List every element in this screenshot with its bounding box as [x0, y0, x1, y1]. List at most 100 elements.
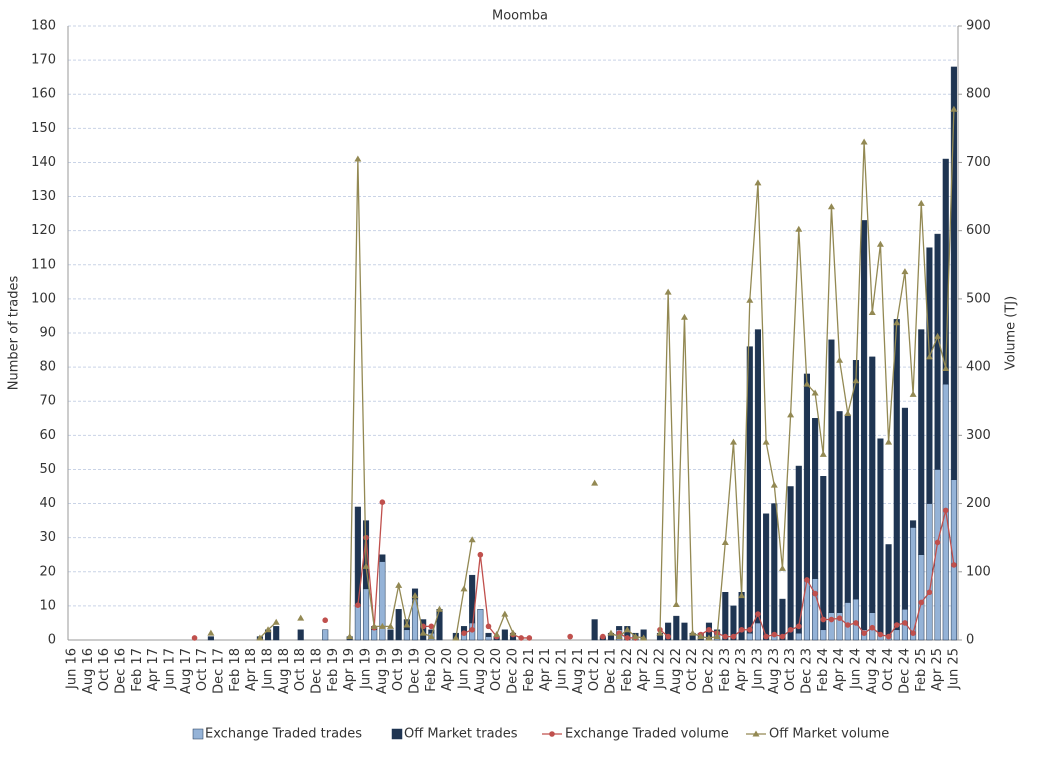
marker — [812, 590, 818, 597]
bar — [273, 626, 280, 641]
x-tick-label: Dec 21 — [603, 648, 618, 694]
legend-item: Exchange Traded trades — [192, 727, 362, 742]
bar — [918, 329, 925, 555]
marker — [893, 622, 900, 628]
x-tick-label: Apr 24 — [832, 648, 847, 691]
x-tick-label: Jun 16 — [65, 648, 80, 690]
marker — [207, 629, 215, 636]
x-tick-label: Apr 25 — [930, 648, 945, 691]
marker — [370, 622, 378, 629]
x-tick-label: Dec 19 — [408, 648, 423, 694]
legend-swatch — [391, 728, 403, 740]
marker — [591, 479, 599, 486]
marker — [461, 630, 467, 636]
x-tick-label: Jun 18 — [261, 648, 276, 690]
x-tick-label: Oct 23 — [783, 648, 798, 691]
marker — [485, 623, 492, 630]
marker — [395, 581, 403, 588]
x-tick-label: Apr 17 — [146, 648, 161, 691]
marker — [925, 353, 933, 360]
bar — [901, 407, 908, 610]
marker — [746, 626, 753, 633]
x-tick-label: Jun 17 — [163, 648, 178, 690]
bar — [795, 465, 802, 634]
marker — [819, 450, 827, 457]
marker — [624, 635, 631, 641]
bar — [722, 591, 729, 641]
marker — [697, 633, 705, 640]
bar — [477, 609, 484, 641]
bar — [362, 588, 370, 641]
x-tick-label: Oct 17 — [195, 648, 210, 691]
y2-tick-label: 400 — [966, 360, 991, 375]
x-tick-label: Oct 24 — [881, 648, 896, 691]
marker — [942, 507, 949, 514]
bar — [918, 554, 925, 641]
marker — [322, 617, 329, 624]
bar — [591, 619, 598, 641]
bar — [763, 513, 770, 641]
y2-axis-title: Volume (TJ) — [1004, 296, 1019, 370]
marker — [387, 622, 395, 629]
y-tick-label: 0 — [48, 633, 56, 648]
x-tick-label: Jun 23 — [750, 648, 765, 690]
marker — [787, 626, 794, 633]
legend-item: Off Market volume — [746, 727, 889, 742]
bar — [395, 609, 402, 641]
bar — [820, 629, 827, 641]
marker — [795, 225, 803, 232]
x-tick-label: Feb 17 — [130, 648, 145, 692]
y-axis-title: Number of trades — [7, 276, 22, 391]
bar — [787, 486, 794, 641]
marker — [509, 629, 517, 636]
y-tick-label: 170 — [31, 53, 56, 68]
marker — [664, 288, 672, 295]
marker — [665, 633, 671, 640]
y2-tick-label: 200 — [966, 496, 991, 511]
y-tick-label: 150 — [31, 121, 56, 136]
x-tick-label: Dec 22 — [701, 648, 716, 694]
marker — [934, 332, 942, 339]
legend-marker — [752, 730, 760, 737]
marker — [362, 562, 370, 569]
x-tick-label: Aug 22 — [669, 648, 684, 694]
x-tick-label: Oct 22 — [685, 648, 700, 691]
bar — [501, 629, 508, 641]
marker — [860, 138, 868, 145]
marker — [411, 592, 419, 599]
x-tick-label: Dec 16 — [114, 648, 129, 694]
bar — [844, 414, 851, 603]
legend-label: Off Market volume — [769, 727, 889, 742]
x-tick-label: Jun 24 — [848, 648, 863, 690]
marker — [428, 623, 435, 630]
bar — [665, 622, 672, 641]
legend-label: Exchange Traded volume — [565, 727, 729, 742]
bar — [869, 356, 876, 613]
marker — [713, 633, 721, 640]
bar — [754, 329, 762, 624]
bar — [616, 626, 623, 631]
marker — [460, 585, 468, 592]
x-tick-label: Feb 22 — [620, 648, 635, 692]
x-tick-label: Aug 17 — [179, 648, 194, 694]
x-tick-label: Dec 18 — [310, 648, 325, 694]
y-tick-label: 100 — [31, 291, 56, 306]
bar — [795, 632, 802, 641]
bar — [322, 629, 329, 641]
bar — [681, 622, 688, 641]
bar — [893, 629, 900, 641]
x-tick-label: Dec 20 — [506, 648, 521, 694]
y2-tick-label: 700 — [966, 155, 991, 170]
y-tick-label: 110 — [31, 257, 56, 272]
marker — [452, 634, 460, 641]
marker — [722, 633, 729, 640]
marker — [917, 199, 925, 206]
marker — [755, 611, 761, 617]
y2-tick-label: 500 — [966, 291, 991, 306]
marker — [754, 179, 762, 186]
y-tick-label: 80 — [39, 360, 56, 375]
legend-marker — [549, 731, 555, 737]
marker — [746, 296, 754, 303]
x-tick-label: Oct 16 — [97, 648, 112, 691]
marker — [730, 633, 737, 640]
